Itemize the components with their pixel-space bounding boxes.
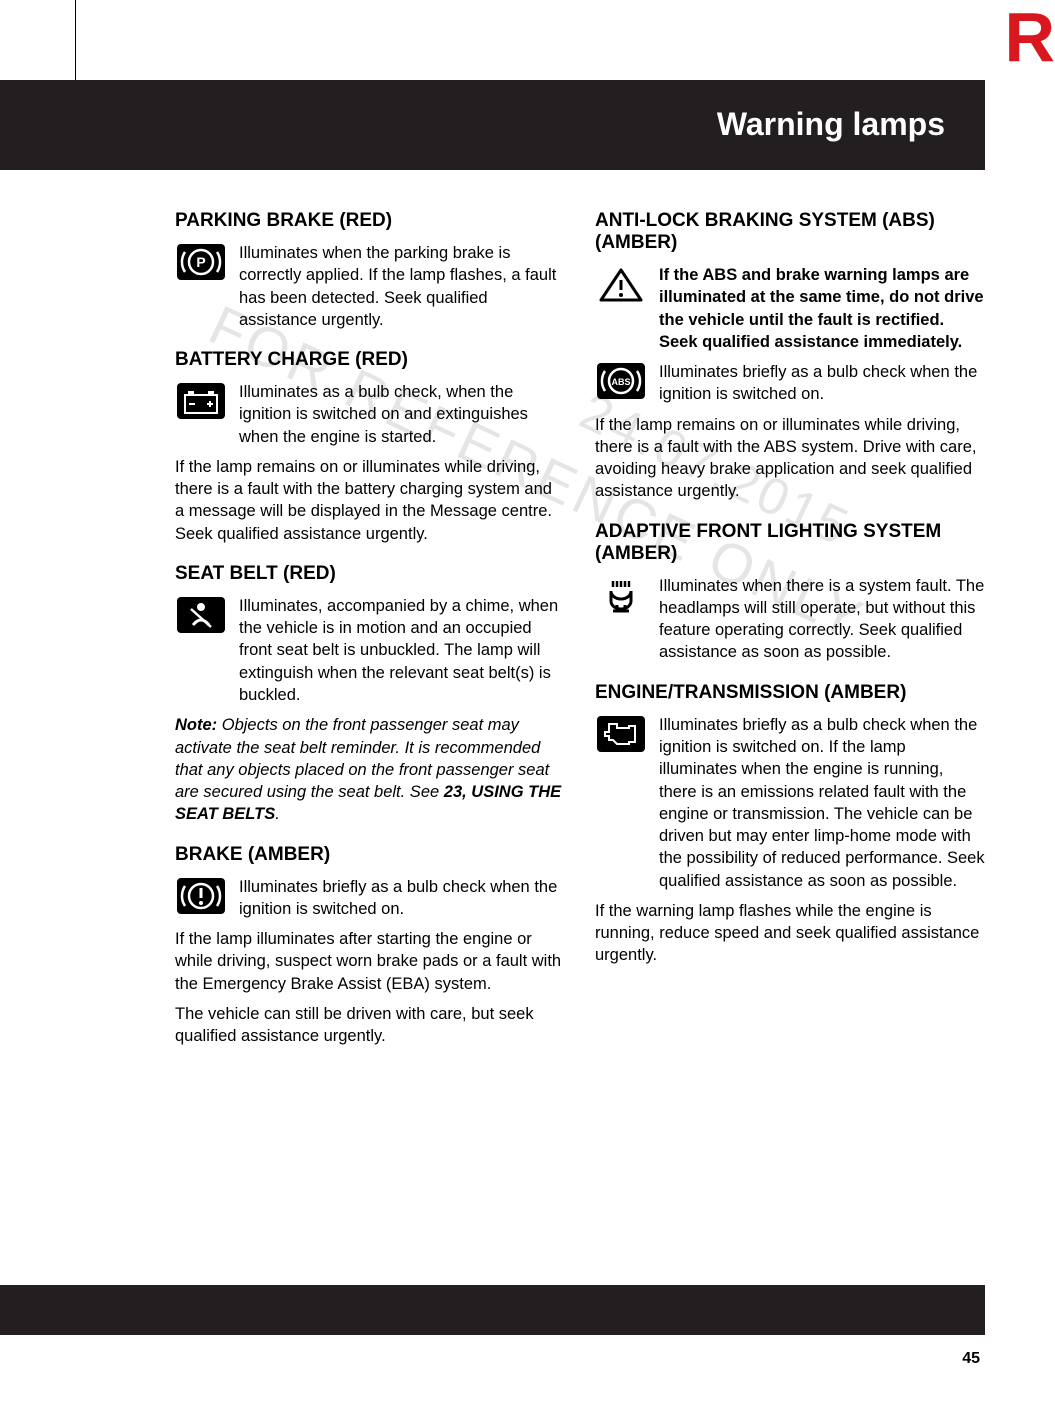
block-seatbelt: Illuminates, accompanied by a chime, whe… <box>175 595 565 706</box>
parking-brake-text: Illuminates when the parking brake is co… <box>239 242 565 331</box>
heading-parking-brake: PARKING BRAKE (RED) <box>175 210 565 232</box>
engine-para: If the warning lamp flashes while the en… <box>595 900 985 967</box>
content-area: PARKING BRAKE (RED) P Illuminates when t… <box>175 210 985 1055</box>
abs-icon: ABS <box>595 361 647 401</box>
brake-para1: If the lamp illuminates after starting t… <box>175 928 565 995</box>
page-title: Warning lamps <box>0 80 985 143</box>
block-abs-warn: If the ABS and brake warning lamps are i… <box>595 264 985 353</box>
block-engine: Illuminates briefly as a bulb check when… <box>595 714 985 892</box>
left-column: PARKING BRAKE (RED) P Illuminates when t… <box>175 210 565 1055</box>
abs-text: Illuminates briefly as a bulb check when… <box>659 361 985 406</box>
heading-battery: BATTERY CHARGE (RED) <box>175 349 565 371</box>
block-afls: Illuminates when there is a system fault… <box>595 575 985 664</box>
block-battery: Illuminates as a bulb check, when the ig… <box>175 381 565 448</box>
heading-seatbelt: SEAT BELT (RED) <box>175 563 565 585</box>
footer-band <box>0 1285 985 1335</box>
afls-icon <box>595 575 647 615</box>
block-brake: Illuminates briefly as a bulb check when… <box>175 876 565 921</box>
seatbelt-text: Illuminates, accompanied by a chime, whe… <box>239 595 565 706</box>
svg-text:P: P <box>196 254 205 270</box>
seatbelt-note: Note: Objects on the front passenger sea… <box>175 714 565 825</box>
right-column: ANTI-LOCK BRAKING SYSTEM (ABS) (AMBER) I… <box>595 210 985 1055</box>
abs-para: If the lamp remains on or illuminates wh… <box>595 414 985 503</box>
page-number: 45 <box>962 1350 980 1368</box>
brake-icon <box>175 876 227 916</box>
header-band: Warning lamps <box>0 80 985 170</box>
note-label: Note: <box>175 716 217 734</box>
engine-icon <box>595 714 647 754</box>
battery-icon <box>175 381 227 421</box>
block-abs: ABS Illuminates briefly as a bulb check … <box>595 361 985 406</box>
heading-abs: ANTI-LOCK BRAKING SYSTEM (ABS) (AMBER) <box>595 210 985 254</box>
margin-line <box>75 0 76 80</box>
note-period: . <box>275 805 280 823</box>
heading-afls: ADAPTIVE FRONT LIGHTING SYSTEM (AMBER) <box>595 521 985 565</box>
parking-brake-icon: P <box>175 242 227 282</box>
block-parking-brake: P Illuminates when the parking brake is … <box>175 242 565 331</box>
engine-text: Illuminates briefly as a bulb check when… <box>659 714 985 892</box>
heading-brake: BRAKE (AMBER) <box>175 844 565 866</box>
afls-text: Illuminates when there is a system fault… <box>659 575 985 664</box>
abs-warning-text: If the ABS and brake warning lamps are i… <box>659 264 985 353</box>
brake-text: Illuminates briefly as a bulb check when… <box>239 876 565 921</box>
svg-text:ABS: ABS <box>611 377 630 387</box>
heading-engine: ENGINE/TRANSMISSION (AMBER) <box>595 682 985 704</box>
corner-letter: R <box>1004 2 1055 72</box>
seatbelt-icon <box>175 595 227 635</box>
battery-text: Illuminates as a bulb check, when the ig… <box>239 381 565 448</box>
brake-para2: The vehicle can still be driven with car… <box>175 1003 565 1048</box>
battery-para: If the lamp remains on or illuminates wh… <box>175 456 565 545</box>
warning-triangle-icon <box>595 264 647 304</box>
